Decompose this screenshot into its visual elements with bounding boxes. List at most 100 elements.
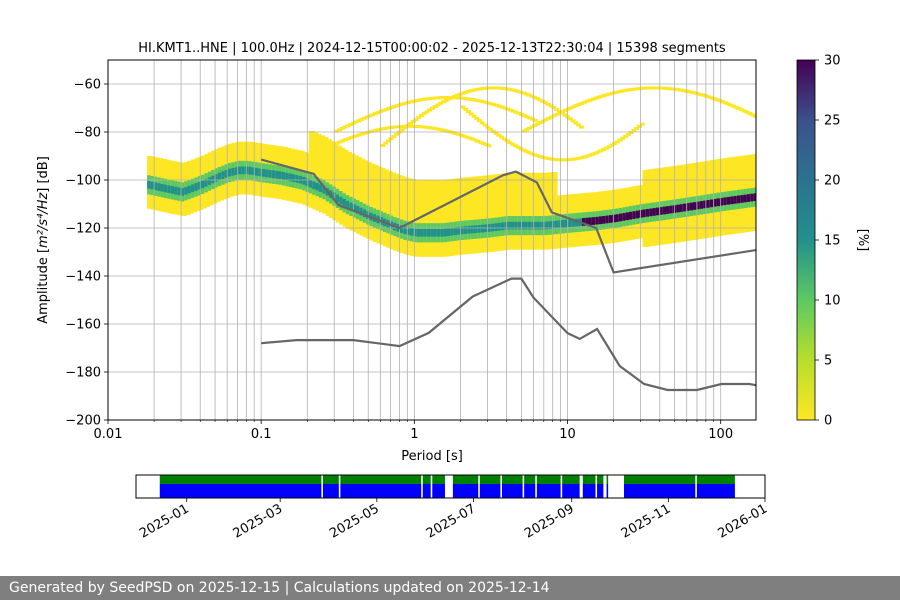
- density-cell-sparse: [441, 96, 447, 100]
- density-cell-high: [473, 225, 480, 234]
- density-cell-low: [453, 178, 460, 256]
- density-cell-sparse: [353, 120, 359, 124]
- density-cell-sparse: [620, 136, 626, 140]
- grid-lines: [107, 60, 756, 421]
- density-cell-sparse: [651, 86, 657, 90]
- psd-figure: HI.KMT1..HNE | 100.0Hz | 2024-12-15T00:0…: [36, 41, 870, 542]
- footer-bar: Generated by SeedPSD on 2025-12-15 | Cal…: [0, 576, 900, 600]
- density-cell-sparse: [361, 116, 367, 120]
- density-cell-high: [305, 178, 312, 187]
- timeline-segment-bottom: [597, 484, 604, 498]
- density-cell-low: [467, 176, 474, 254]
- density-cell-sparse: [625, 132, 631, 136]
- density-cell-sparse: [476, 87, 482, 91]
- density-cell-sparse: [755, 116, 756, 120]
- density-cell-high: [686, 203, 693, 211]
- timeline-tick-label: 2025-11: [619, 501, 674, 541]
- density-cell-high: [544, 221, 551, 230]
- density-cell-sparse: [648, 86, 654, 90]
- density-cell-sparse: [598, 94, 604, 98]
- density-cell-sparse: [606, 92, 612, 96]
- colorbar: 0 5 10 15 20 25 30 [%]: [796, 54, 870, 429]
- density-cell-low: [430, 180, 437, 257]
- density-cell-sparse: [487, 86, 493, 90]
- density-cell-sparse: [441, 100, 447, 104]
- density-cell-sparse: [422, 97, 428, 101]
- density-cell-sparse: [428, 96, 434, 100]
- density-cell-high: [265, 169, 272, 178]
- density-cell-sparse: [310, 152, 316, 156]
- density-cell-sparse: [579, 101, 585, 105]
- density-cell-high: [248, 166, 255, 175]
- density-cell-sparse: [340, 139, 346, 143]
- density-cell-sparse: [427, 108, 433, 112]
- density-cell-sparse: [592, 151, 598, 155]
- density-cell-sparse: [392, 104, 398, 108]
- density-cell-sparse: [513, 110, 519, 114]
- density-cell-high: [591, 217, 598, 225]
- density-cell-high: [534, 221, 541, 230]
- density-cell-high: [153, 182, 160, 191]
- density-cell-sparse: [433, 96, 439, 100]
- density-cell-sparse: [413, 117, 419, 121]
- density-cell-sparse: [375, 110, 381, 114]
- density-cell-sparse: [490, 86, 496, 90]
- density-cell-high: [480, 224, 487, 233]
- density-cell-sparse: [639, 86, 645, 90]
- density-cell-sparse: [714, 98, 720, 102]
- colorbar-tick-label: 25: [824, 114, 841, 129]
- y-axis-label-unit: m²/s⁴/Hz: [36, 192, 51, 248]
- density-cell-sparse: [551, 114, 557, 118]
- density-cell-sparse: [612, 142, 618, 146]
- density-cell-sparse: [401, 124, 407, 128]
- density-cell-high: [753, 193, 756, 201]
- density-cell-sparse: [428, 126, 434, 130]
- density-cell-sparse: [510, 142, 516, 146]
- density-cell-high: [676, 204, 683, 213]
- density-cell-high: [352, 204, 359, 212]
- density-cell-high: [662, 206, 669, 215]
- density-cell-sparse: [516, 111, 522, 115]
- density-cell-sparse: [615, 90, 621, 94]
- density-cell-sparse: [747, 112, 753, 116]
- density-cell-sparse: [736, 107, 742, 111]
- density-cell-sparse: [493, 86, 499, 90]
- density-cell-sparse: [689, 90, 695, 94]
- density-cell-sparse: [606, 145, 612, 149]
- density-cell-sparse: [502, 106, 508, 110]
- density-cell-sparse: [750, 113, 756, 117]
- density-cell-low: [511, 172, 518, 250]
- y-tick-label: −160: [65, 318, 101, 333]
- timeline-segment-top: [524, 475, 536, 484]
- density-cell-high: [548, 221, 555, 230]
- density-cell-sparse: [603, 146, 609, 150]
- density-cell-low: [399, 176, 406, 254]
- density-cell-sparse: [590, 97, 596, 101]
- density-cell-sparse: [356, 133, 362, 137]
- density-cell-sparse: [339, 126, 345, 130]
- density-cell-sparse: [394, 132, 400, 136]
- density-cell-low: [332, 143, 339, 221]
- density-cell-sparse: [496, 86, 502, 90]
- density-cell-low: [413, 179, 420, 257]
- density-cell-sparse: [728, 103, 734, 107]
- density-cell-low: [339, 147, 346, 225]
- density-cell-high: [639, 210, 646, 218]
- timeline-segment-bottom: [606, 484, 609, 498]
- density-cell-low: [312, 132, 319, 210]
- density-cell-sparse: [390, 125, 396, 129]
- timeline-tick-label: 2025-01: [137, 501, 192, 541]
- density-cell-low: [406, 178, 413, 256]
- density-cell-low: [393, 173, 400, 251]
- density-cell-sparse: [315, 149, 321, 153]
- density-cell-sparse: [496, 133, 502, 137]
- density-cell-high: [433, 228, 440, 237]
- timeline-segment-top: [159, 475, 322, 484]
- density-cell-sparse: [348, 136, 354, 140]
- density-cell-high: [504, 222, 511, 230]
- density-cell-sparse: [545, 102, 551, 106]
- density-cell-sparse: [444, 96, 450, 100]
- density-cell-sparse: [463, 90, 469, 94]
- density-cell-sparse: [383, 141, 389, 145]
- density-cell-sparse: [628, 131, 634, 135]
